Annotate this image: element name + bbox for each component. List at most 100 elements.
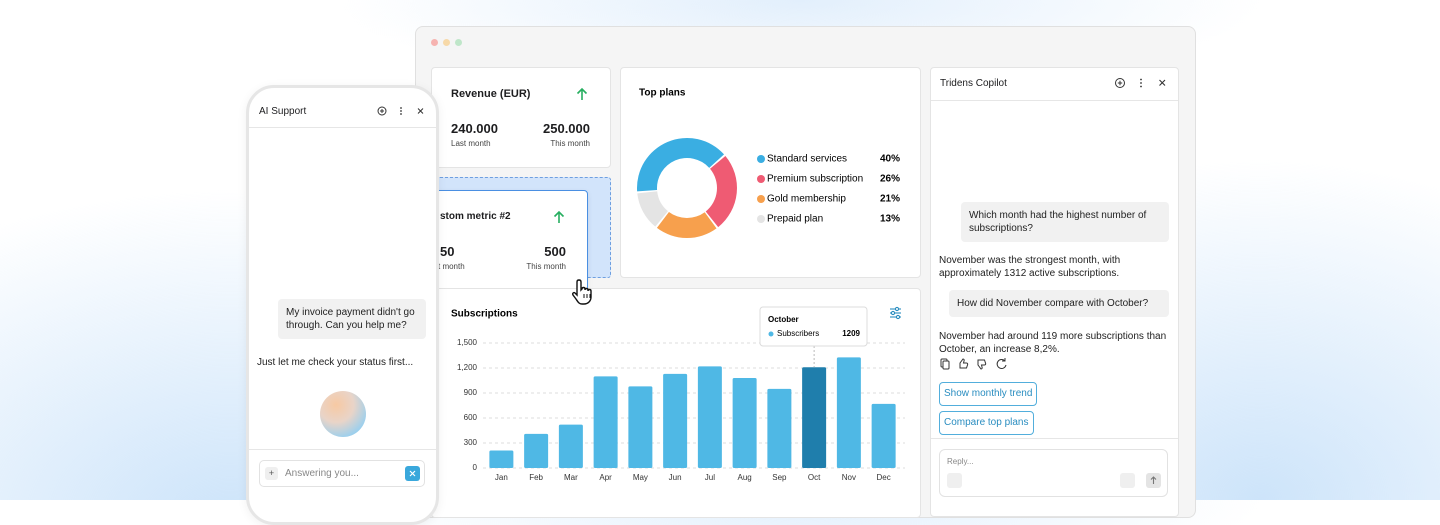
- metric-label: This month: [526, 262, 566, 271]
- bar: [593, 376, 618, 468]
- x-tick-label: May: [633, 473, 648, 482]
- copilot-panel: Tridens Copilot Which month had the high…: [930, 67, 1179, 517]
- bar: [871, 403, 896, 468]
- chat-input[interactable]: + Answering you...: [259, 460, 425, 487]
- panel-title: AI Support: [259, 106, 307, 117]
- divider: [249, 449, 436, 450]
- legend-swatch: [757, 215, 765, 223]
- send-button[interactable]: [1146, 473, 1161, 488]
- legend-label: Gold membership: [767, 194, 846, 205]
- y-tick-label: 300: [464, 438, 478, 447]
- window-dot[interactable]: [431, 39, 438, 46]
- value-label: 40%: [880, 154, 900, 165]
- revenue-card: [431, 67, 611, 168]
- metric-value: 500: [544, 244, 566, 259]
- chart-title: Subscriptions: [451, 309, 518, 320]
- bar: [489, 450, 514, 468]
- x-tick-label: Mar: [564, 473, 578, 482]
- legend-label: Prepaid plan: [767, 214, 823, 225]
- user-message: Which month had the highest number of su…: [961, 202, 1169, 242]
- tooltip-title: October: [768, 315, 799, 324]
- bar: [524, 433, 549, 468]
- assistant-message: November was the strongest month, with a…: [939, 255, 1121, 279]
- y-tick-label: 900: [464, 388, 478, 397]
- x-tick-label: Oct: [808, 473, 821, 482]
- legend-swatch: [757, 155, 765, 163]
- up-arrow: [576, 87, 588, 100]
- chat-input[interactable]: Reply...: [939, 449, 1168, 497]
- window-dot[interactable]: [443, 39, 450, 46]
- metric-card[interactable]: [420, 190, 588, 291]
- stop-button[interactable]: [405, 466, 420, 481]
- tooltip-series: Subscribers: [777, 329, 819, 338]
- panel-icons[interactable]: [1114, 77, 1174, 91]
- filter-icon[interactable]: [890, 306, 901, 320]
- pie-segment: [656, 211, 717, 238]
- x-tick-label: Apr: [599, 473, 612, 482]
- bar: [732, 378, 757, 468]
- bar: [836, 357, 861, 468]
- suggestion-button[interactable]: Show monthly trend: [939, 382, 1038, 406]
- x-tick-label: Feb: [529, 473, 543, 482]
- input-placeholder: Answering you...: [285, 468, 359, 479]
- y-tick-label: 1,200: [457, 363, 478, 372]
- attach-button[interactable]: [947, 473, 962, 488]
- metric-label: This month: [550, 139, 590, 148]
- value-label: 26%: [880, 174, 900, 185]
- tooltip-swatch: [768, 331, 774, 337]
- stop-icon: [409, 470, 416, 477]
- window-dot[interactable]: [455, 39, 462, 46]
- legend-swatch: [757, 175, 765, 183]
- panel-icons[interactable]: [376, 105, 436, 119]
- bar: [558, 424, 583, 468]
- charts: Top plans Subscriptions Standard service…: [451, 88, 905, 482]
- user-message: My invoice payment didn't go through. Ca…: [278, 299, 426, 339]
- y-tick-label: 1,500: [457, 338, 478, 347]
- hand-cursor: [572, 279, 592, 305]
- phone: AI Support My invoice payment didn't go …: [246, 85, 439, 525]
- y-tick-label: 600: [464, 413, 478, 422]
- legend-swatch: [757, 195, 765, 203]
- x-tick-label: Jun: [669, 473, 682, 482]
- x-tick-label: Jan: [495, 473, 508, 482]
- attach-button[interactable]: +: [265, 467, 278, 480]
- value-label: 21%: [880, 194, 900, 205]
- bar: [628, 386, 653, 468]
- thinking-orb: [320, 391, 366, 437]
- metric-label: Last month: [451, 139, 491, 148]
- assistant-message: Just let me check your status first...: [257, 357, 414, 368]
- assistant-message: November had around 119 more subscriptio…: [939, 331, 1167, 355]
- card-title: stom metric #2: [440, 211, 511, 222]
- suggestion-button[interactable]: Compare top plans: [939, 411, 1034, 435]
- card-title: Revenue (EUR): [451, 88, 531, 100]
- tooltip-value: 1209: [842, 329, 860, 338]
- bar: [767, 388, 792, 468]
- divider: [931, 100, 1178, 101]
- bar: [802, 367, 827, 468]
- value-label: 13%: [880, 214, 900, 225]
- metric-value: 250.000: [543, 121, 590, 136]
- pie-segment: [705, 155, 737, 228]
- x-tick-label: Nov: [842, 473, 856, 482]
- chart-title: Top plans: [639, 88, 686, 99]
- pie-segment: [637, 137, 725, 192]
- divider: [249, 127, 436, 128]
- pie-segment: [637, 191, 668, 227]
- message-actions[interactable]: [939, 357, 1019, 371]
- y-tick-label: 0: [473, 463, 478, 472]
- x-tick-label: Aug: [738, 473, 752, 482]
- panel-title: Tridens Copilot: [940, 78, 1007, 89]
- x-tick-label: Sep: [772, 473, 787, 482]
- bar: [697, 366, 722, 468]
- user-message: How did November compare with October?: [949, 290, 1169, 317]
- metric-value: 50: [440, 244, 455, 259]
- voice-button[interactable]: [1120, 473, 1135, 488]
- tooltip: [759, 306, 868, 347]
- x-tick-label: Dec: [877, 473, 891, 482]
- up-arrow: [553, 210, 565, 223]
- input-placeholder: Reply...: [947, 457, 974, 466]
- bar: [663, 373, 688, 468]
- divider: [931, 438, 1178, 439]
- send-icon: [1150, 476, 1157, 484]
